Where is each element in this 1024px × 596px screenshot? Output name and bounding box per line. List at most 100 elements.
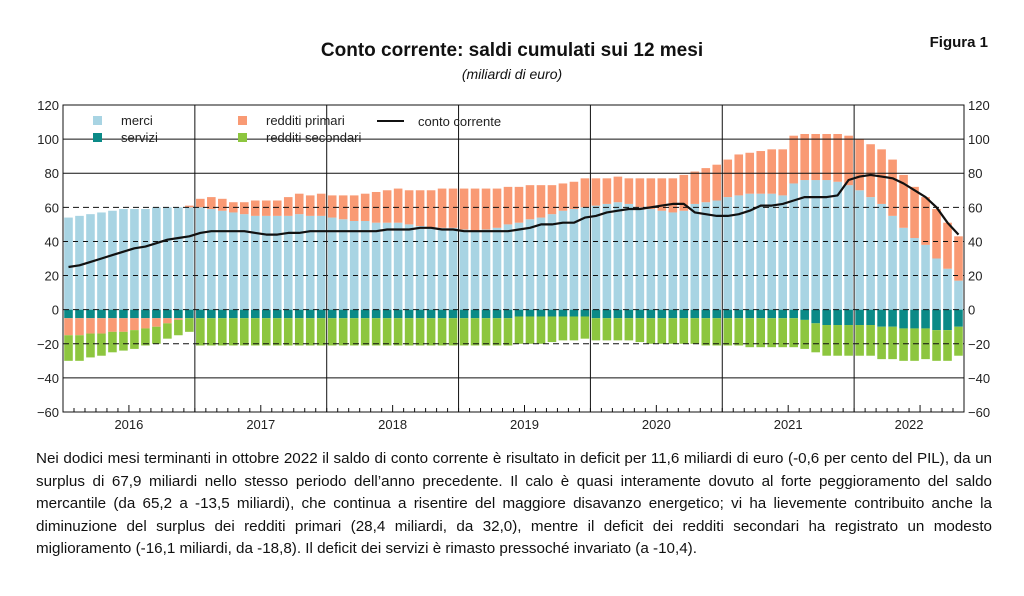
bar-redditi-secondari <box>503 318 513 346</box>
legend-label: redditi primari <box>266 113 345 128</box>
bar-redditi-secondari <box>207 318 216 346</box>
bar-servizi <box>229 309 238 319</box>
bar-merci <box>437 227 447 310</box>
bar-redditi-secondari <box>679 318 689 344</box>
y-tick-label-left: −60 <box>37 405 59 420</box>
bar-servizi <box>558 309 568 317</box>
bar-servizi <box>591 309 601 319</box>
bar-merci <box>657 210 667 310</box>
bar-redditi-primari <box>569 181 579 210</box>
bar-redditi-secondari <box>437 318 447 346</box>
bar-servizi <box>294 309 304 319</box>
bar-servizi <box>492 309 502 319</box>
bar-merci <box>866 197 875 310</box>
bar-servizi <box>536 309 546 317</box>
bar-redditi-secondari <box>525 316 535 344</box>
bar-servizi <box>712 309 722 319</box>
bar-merci <box>305 215 315 310</box>
bar-redditi-primari <box>382 190 392 223</box>
bar-merci <box>415 226 425 310</box>
bar-redditi-secondari <box>624 318 634 341</box>
bar-redditi-primari <box>415 190 425 227</box>
bar-merci <box>558 210 568 310</box>
bar-redditi-primari <box>174 318 183 320</box>
bar-redditi-secondari <box>789 318 798 348</box>
bar-servizi <box>349 309 359 319</box>
bar-redditi-primari <box>86 318 95 334</box>
bar-merci <box>921 244 930 310</box>
legend-label: merci <box>121 113 153 128</box>
bar-merci <box>910 238 919 310</box>
bar-redditi-secondari <box>338 318 348 346</box>
bar-redditi-primari <box>734 154 744 196</box>
bar-redditi-secondari <box>86 333 95 358</box>
bar-merci <box>185 207 194 310</box>
bar-servizi <box>426 309 436 319</box>
bar-servizi <box>415 309 425 319</box>
bar-servizi <box>690 309 700 319</box>
bar-merci <box>536 217 546 310</box>
bar-servizi <box>602 309 612 319</box>
bar-servizi <box>745 309 755 319</box>
bar-redditi-secondari <box>932 330 941 361</box>
bar-servizi <box>888 309 897 327</box>
bar-servizi <box>283 309 293 319</box>
bar-merci <box>382 222 392 310</box>
bar-servizi <box>141 309 150 319</box>
bar-servizi <box>569 309 579 317</box>
bar-merci <box>547 214 557 310</box>
bar-redditi-primari <box>327 195 337 218</box>
bar-merci <box>712 200 722 310</box>
bar-merci <box>196 207 205 310</box>
bar-merci <box>218 210 227 310</box>
legend-label: servizi <box>121 130 158 145</box>
bar-redditi-secondari <box>272 318 282 346</box>
x-year-label: 2018 <box>378 417 407 432</box>
bar-servizi <box>723 309 733 319</box>
bar-redditi-secondari <box>492 318 502 346</box>
bar-redditi-secondari <box>283 318 293 346</box>
bar-redditi-primari <box>196 198 205 208</box>
bar-merci <box>624 203 634 310</box>
bar-servizi <box>382 309 392 319</box>
bar-redditi-primari <box>404 190 414 225</box>
bar-merci <box>855 190 864 310</box>
bar-redditi-secondari <box>569 316 579 341</box>
bar-redditi-secondari <box>833 325 842 356</box>
bar-servizi <box>261 309 271 319</box>
bar-merci <box>97 212 106 310</box>
bar-redditi-primari <box>207 197 216 210</box>
bar-servizi <box>800 309 809 320</box>
bar-redditi-primari <box>283 197 293 216</box>
legend-swatch-merci <box>93 116 102 125</box>
bar-merci <box>174 207 183 310</box>
bar-merci <box>152 207 161 310</box>
bar-servizi <box>514 309 524 317</box>
bar-redditi-secondari <box>745 318 755 348</box>
bar-servizi <box>701 309 711 319</box>
bar-servizi <box>811 309 820 324</box>
bar-redditi-secondari <box>954 326 963 356</box>
bar-servizi <box>185 309 194 319</box>
bar-redditi-primari <box>470 188 480 232</box>
bar-redditi-primari <box>756 151 766 194</box>
bar-redditi-primari <box>75 318 84 336</box>
bar-redditi-primari <box>723 159 733 198</box>
bar-servizi <box>844 309 853 326</box>
bar-servizi <box>613 309 623 319</box>
bar-redditi-secondari <box>261 318 271 346</box>
bar-redditi-secondari <box>701 318 711 346</box>
bar-redditi-primari <box>492 188 502 228</box>
bar-merci <box>646 209 656 310</box>
x-year-label: 2016 <box>114 417 143 432</box>
bar-servizi <box>459 309 469 319</box>
bar-redditi-secondari <box>415 318 425 346</box>
bar-merci <box>108 210 117 310</box>
bar-servizi <box>448 309 458 319</box>
line-conto-corrente <box>68 173 960 269</box>
bar-merci <box>778 195 787 310</box>
bar-redditi-primari <box>833 133 842 182</box>
bar-servizi <box>789 309 798 319</box>
bar-redditi-secondari <box>877 326 886 360</box>
y-tick-label-left: −20 <box>37 337 59 352</box>
